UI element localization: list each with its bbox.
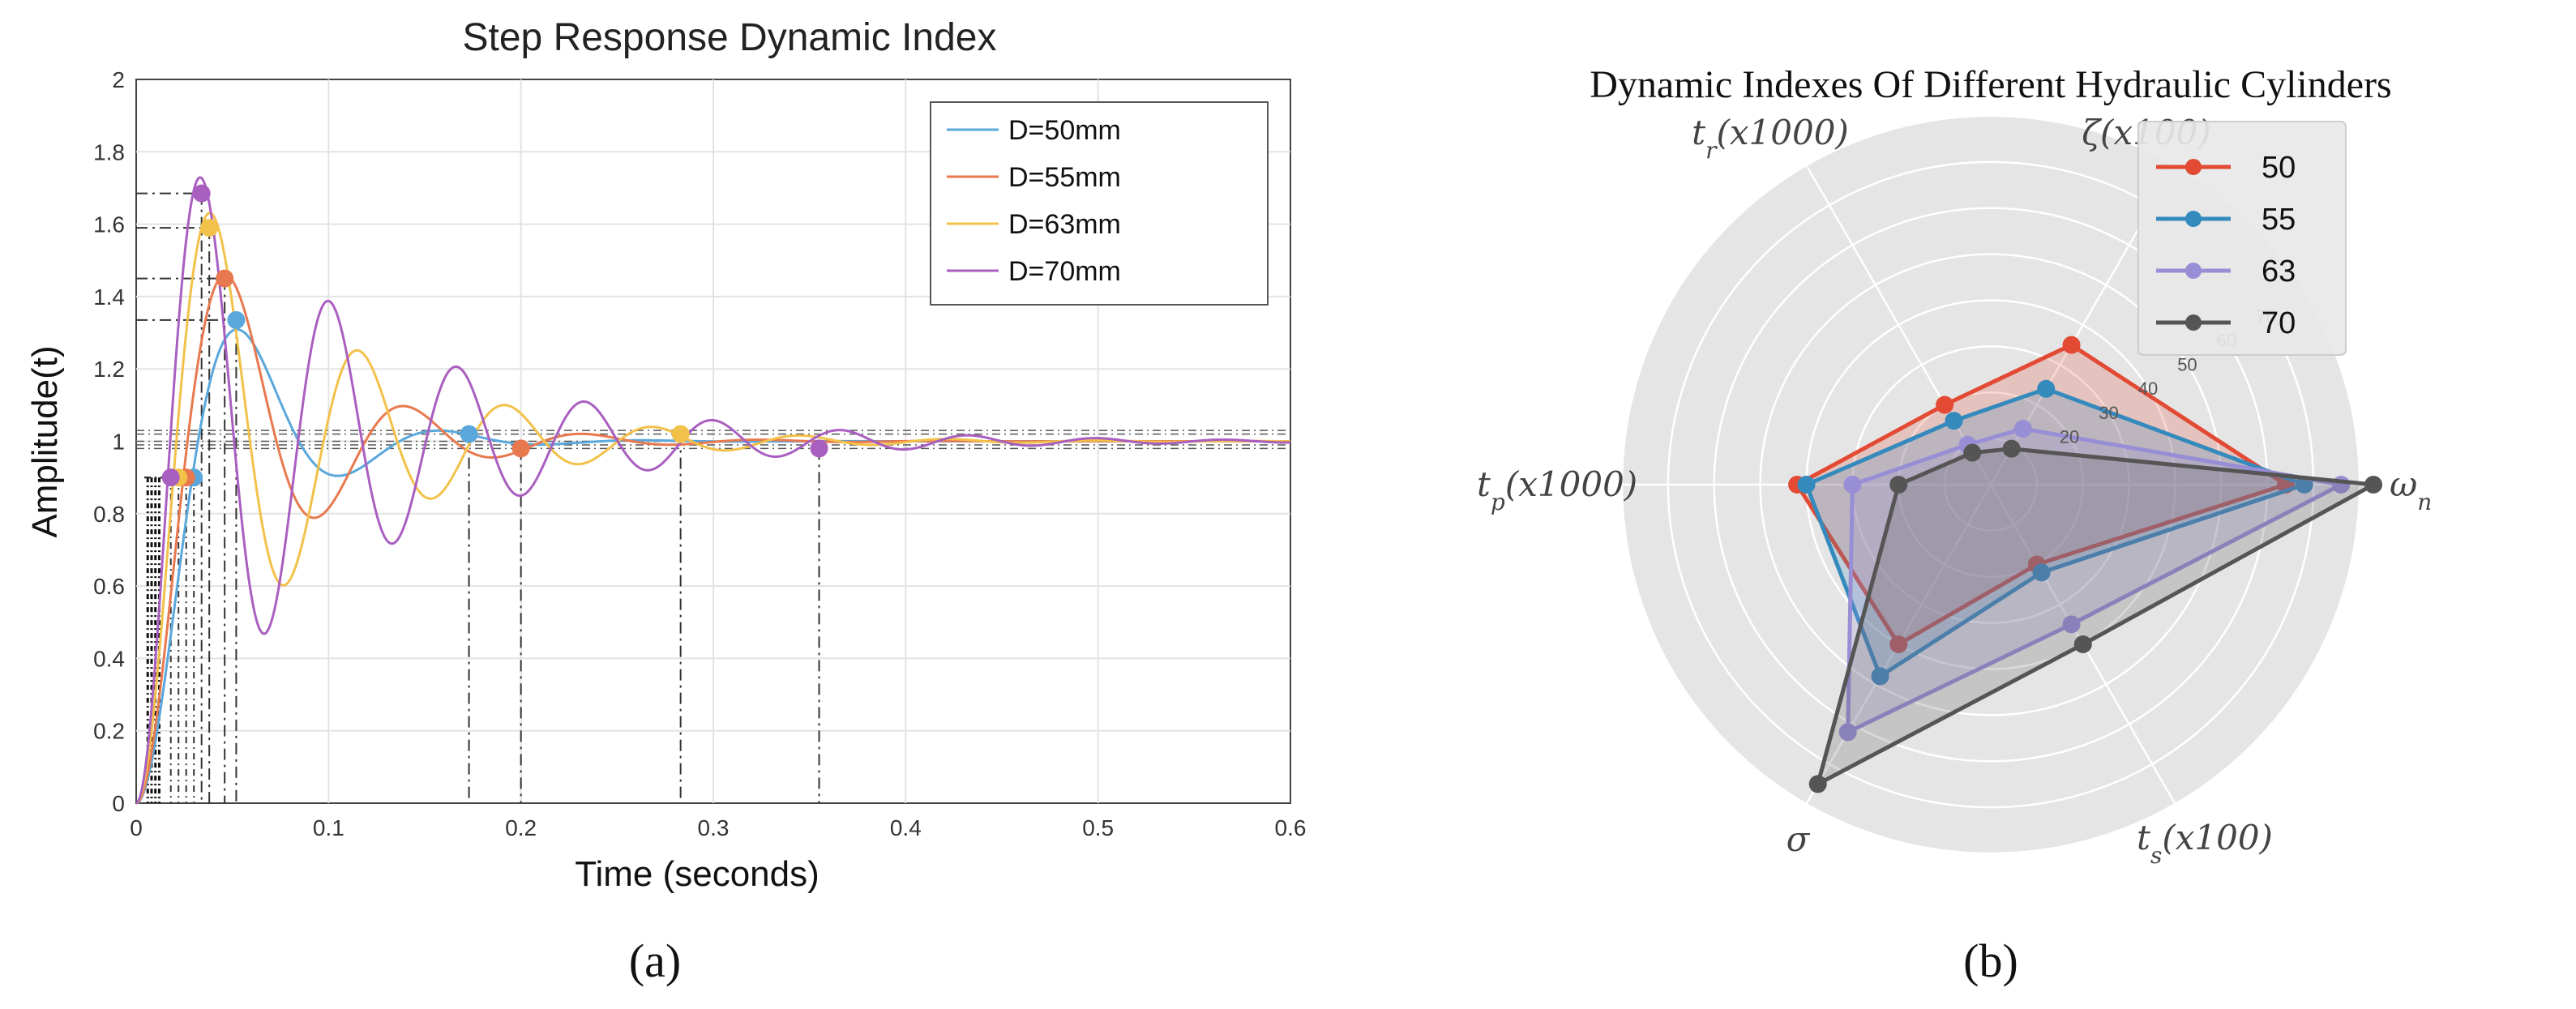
radar-point: [1808, 775, 1827, 793]
radar-point: [1936, 395, 1954, 414]
radar-tick-label: 40: [2138, 378, 2158, 399]
y-tick-label: 0.6: [93, 574, 125, 599]
radar-point: [2032, 563, 2051, 582]
radar-point: [1838, 723, 1857, 742]
radar-point: [1945, 412, 1963, 430]
radar-tick-label: 50: [2177, 354, 2197, 374]
y-tick-label: 1.6: [93, 212, 125, 237]
legend-label: D=50mm: [1008, 115, 1121, 146]
y-tick-label: 1.8: [93, 139, 125, 165]
axis-label-tr: tr(x1000): [1692, 113, 1849, 164]
radar-point: [2062, 615, 2081, 634]
axis-label-ts: ts(x100): [2137, 818, 2273, 869]
radar-tick-label: 20: [2060, 427, 2079, 447]
radar-legend-label: 55: [2261, 203, 2296, 237]
ticks: 0 0.1 0.2 0.3 0.4 0.5 0.6 0 0.2 0.4 0.6 0.8 1 1.2 1.4 1…: [93, 67, 1306, 840]
radar-legend-box: [2137, 121, 2347, 356]
radar-point: [1963, 443, 1982, 462]
radar-polygons: [1788, 336, 2383, 793]
radar-point: [1889, 635, 1908, 654]
y-tick-label: 2: [112, 67, 125, 92]
subfigure-label-b: (b): [1963, 934, 2018, 987]
curves: [135, 176, 1291, 805]
radar-point: [2013, 420, 2032, 438]
peak-marker: [192, 184, 211, 203]
radar-grid: [1620, 114, 2361, 855]
radar-point: [2364, 476, 2383, 494]
radar-point: [1797, 476, 1816, 494]
x-tick-label: 0.1: [313, 815, 344, 840]
legend-label: D=55mm: [1008, 162, 1121, 193]
subfigure-label-a: (a): [629, 934, 681, 987]
step-response-chart: Step Response Dynamic Index 0 0.1 0.2 0.3 0.…: [25, 16, 1306, 987]
radar-legend-marker: [2185, 211, 2202, 227]
x-tick-label: 0.3: [698, 815, 730, 840]
y-tick-label: 0: [112, 791, 125, 816]
radar-point: [2002, 439, 2021, 458]
radar-point: [1843, 476, 1862, 494]
chart-a-title: Step Response Dynamic Index: [462, 16, 996, 59]
y-tick-label: 1.4: [93, 284, 125, 310]
y-tick-label: 1: [112, 430, 125, 455]
settle-marker: [671, 425, 690, 443]
radar-point: [1889, 476, 1908, 494]
axis-label-wn: ωn: [2390, 464, 2432, 515]
settle-marker: [460, 425, 478, 443]
y-axis-label: Amplitude(t): [25, 345, 65, 537]
rise-marker: [161, 468, 180, 487]
settle-marker: [810, 439, 828, 458]
radar-legend-marker: [2185, 314, 2202, 331]
radar-tick-label: 30: [2099, 403, 2118, 423]
settle-marker: [511, 439, 530, 458]
y-tick-label: 0.2: [93, 719, 125, 744]
legend: D=50mm D=55mm D=63mm D=70mm: [930, 101, 1269, 306]
legend-label: D=70mm: [1008, 256, 1121, 287]
legend-label: D=63mm: [1008, 209, 1121, 240]
radar-legend-marker: [2185, 159, 2202, 175]
y-tick-label: 0.8: [93, 502, 125, 527]
x-tick-label: 0.6: [1275, 815, 1307, 840]
peak-marker: [216, 269, 234, 288]
radar-legend-label: 70: [2261, 306, 2296, 340]
chart-b-title: Dynamic Indexes Of Different Hydraulic C…: [1590, 63, 2391, 106]
peak-marker: [227, 310, 246, 329]
radar-point: [2062, 336, 2081, 354]
radar-legend-label: 63: [2261, 254, 2296, 289]
y-tick-label: 0.4: [93, 646, 125, 671]
reference-lines: [136, 192, 1290, 803]
peak-marker: [200, 219, 219, 237]
axis-label-tp: tp(x1000): [1477, 464, 1637, 515]
radar-point: [2073, 635, 2092, 654]
x-tick-label: 0.5: [1082, 815, 1114, 840]
radar-point: [2037, 379, 2056, 398]
radar-chart: Dynamic Indexes Of Different Hydraulic C…: [1477, 63, 2432, 987]
x-tick-label: 0.4: [890, 815, 922, 840]
radar-legend-label: 50: [2261, 151, 2296, 185]
x-tick-label: 0: [130, 815, 143, 840]
x-axis-label: Time (seconds): [575, 854, 819, 894]
series-line-D=70mm: [135, 176, 1291, 805]
x-tick-label: 0.2: [505, 815, 537, 840]
series-line-D=63mm: [135, 212, 1291, 805]
radar-legend: 50 55 63 70: [2137, 121, 2347, 356]
axis-label-sigma: σ: [1787, 819, 1811, 859]
markers: [161, 184, 828, 487]
radar-spoke: [1805, 165, 1992, 485]
radar-legend-marker: [2185, 263, 2202, 279]
radar-point: [1871, 667, 1889, 686]
y-tick-label: 1.2: [93, 357, 125, 382]
